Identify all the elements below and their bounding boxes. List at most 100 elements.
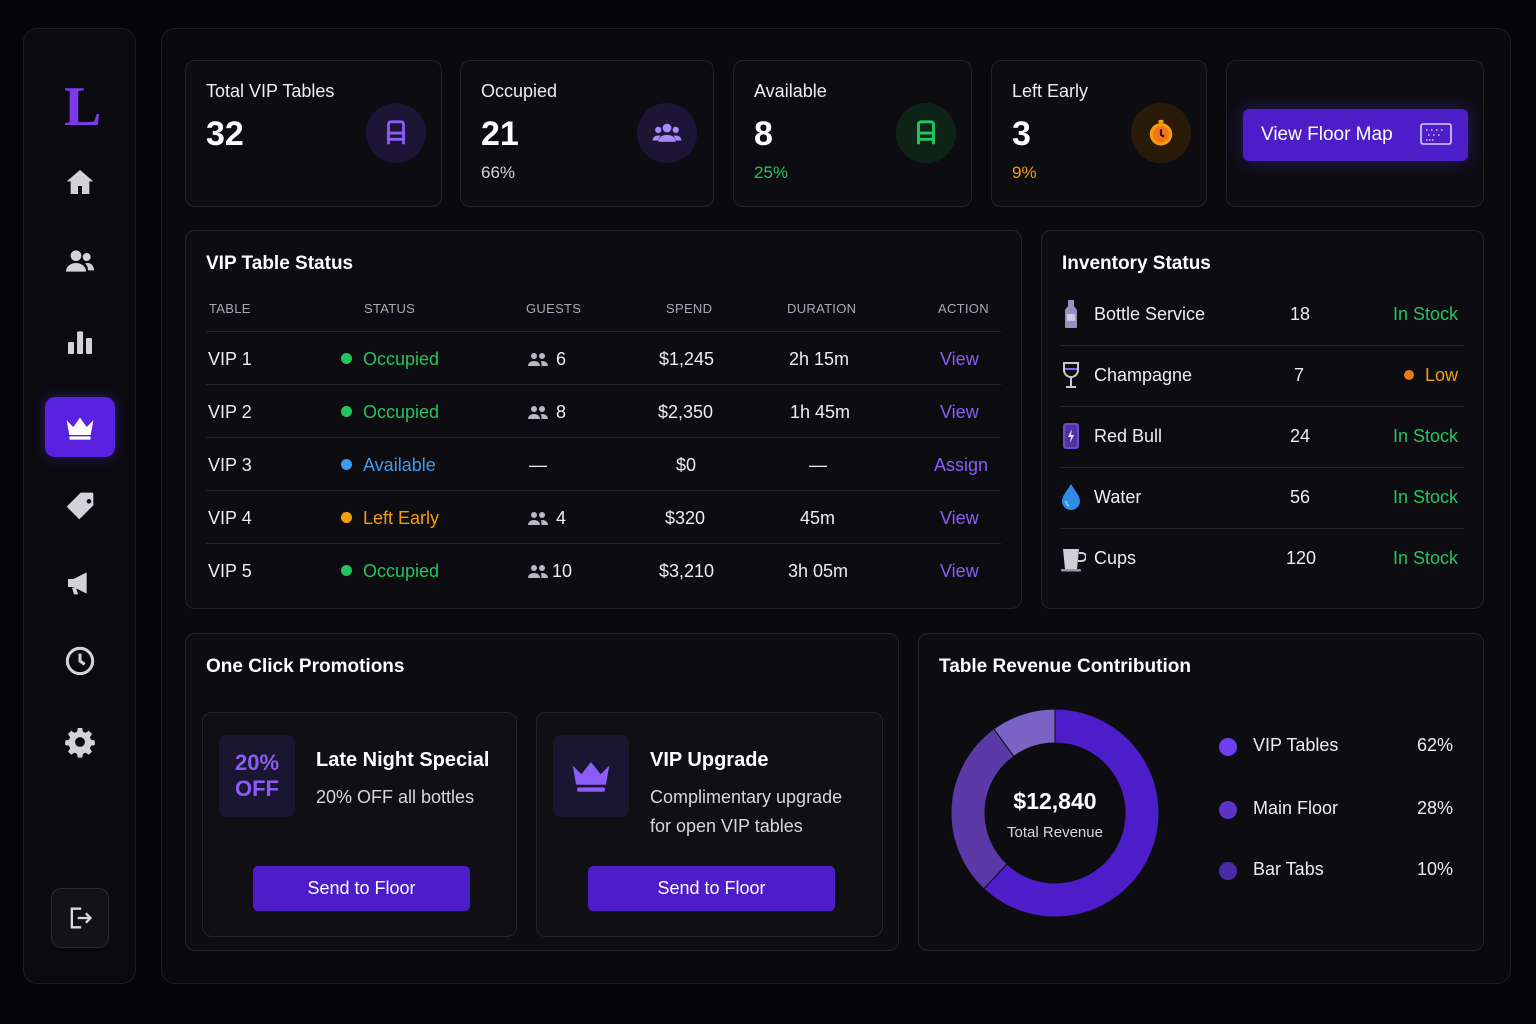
spend-cell: $2,350 xyxy=(658,402,714,422)
item-qty: 18 xyxy=(1290,304,1311,324)
item-qty: 56 xyxy=(1290,487,1311,507)
send-to-floor-button[interactable]: Send to Floor xyxy=(253,866,470,911)
table-row: VIP 2 Occupied 8 $2,350 1h 45m View xyxy=(206,384,1001,437)
stat-title: Left Early xyxy=(1012,81,1089,101)
legend-dot xyxy=(1219,801,1237,819)
sidebar: L xyxy=(23,28,136,984)
status-label: Occupied xyxy=(363,561,440,581)
item-qty: 7 xyxy=(1294,365,1305,385)
item-name: Red Bull xyxy=(1094,426,1163,446)
view-link[interactable]: View xyxy=(940,349,979,369)
stat-percentage: 25% xyxy=(754,163,789,182)
guests-icon xyxy=(528,512,548,525)
stat-card-available: Available 8 25% xyxy=(733,60,972,207)
guests-count: 8 xyxy=(556,402,567,422)
nav-promotions[interactable] xyxy=(45,553,115,613)
nav-settings[interactable] xyxy=(45,712,115,772)
guests-count: 10 xyxy=(552,561,573,581)
stat-card-total: Total VIP Tables 32 xyxy=(185,60,442,207)
table-id: VIP 1 xyxy=(208,349,252,369)
nav-home[interactable] xyxy=(45,152,115,212)
view-floor-map-button[interactable]: View Floor Map xyxy=(1243,109,1468,161)
stat-title: Available xyxy=(754,81,827,101)
stat-percentage: 9% xyxy=(1012,163,1037,182)
megaphone-icon xyxy=(68,572,87,595)
item-qty: 24 xyxy=(1290,426,1311,446)
cup-icon xyxy=(1061,549,1086,572)
legend-dot xyxy=(1219,738,1237,756)
view-link[interactable]: View xyxy=(940,508,979,528)
table-id: VIP 2 xyxy=(208,402,252,422)
vip-table-status-card: VIP Table Status TABLE STATUS GUESTS SPE… xyxy=(185,230,1022,609)
champagne-glass-icon xyxy=(1063,362,1079,388)
revenue-donut-chart xyxy=(950,708,1160,918)
stat-title: Occupied xyxy=(481,81,558,101)
status-label: Left Early xyxy=(363,508,440,528)
promo-icon-box xyxy=(553,735,629,817)
main-panel: Total VIP Tables 32 Occupied 21 66% Avai… xyxy=(161,28,1511,984)
chair-icon xyxy=(896,103,956,163)
legend-item: VIP Tables 62% xyxy=(1219,730,1453,760)
guests-cell: 10 xyxy=(528,561,572,582)
promo-title: VIP Upgrade xyxy=(650,749,769,771)
stock-status: Low xyxy=(1403,365,1458,386)
discount-badge: 20% OFF xyxy=(219,735,295,817)
assign-link[interactable]: Assign xyxy=(934,455,989,475)
stock-status-label: Low xyxy=(1424,365,1458,385)
app-logo[interactable]: L xyxy=(64,76,102,138)
spend-cell: $320 xyxy=(665,508,706,528)
nav-analytics[interactable] xyxy=(45,312,115,372)
floor-map-card: View Floor Map xyxy=(1226,60,1484,207)
inventory-row: Champagne 7 Low xyxy=(1060,346,1464,407)
view-link[interactable]: View xyxy=(940,402,979,422)
send-to-floor-button[interactable]: Send to Floor xyxy=(588,866,835,911)
table-id: VIP 4 xyxy=(208,508,252,528)
nav-users[interactable] xyxy=(45,231,115,291)
item-qty: 120 xyxy=(1286,548,1317,568)
column-header: STATUS xyxy=(364,301,416,316)
floor-map-icon xyxy=(1420,123,1452,145)
section-title: Table Revenue Contribution xyxy=(939,656,1191,677)
crown-icon xyxy=(572,762,610,792)
view-floor-map-label: View Floor Map xyxy=(1261,124,1393,145)
section-title: One Click Promotions xyxy=(206,656,405,677)
home-icon xyxy=(66,170,94,194)
guests-count: 4 xyxy=(556,508,567,528)
status-cell: Left Early xyxy=(341,508,439,529)
gear-icon xyxy=(65,728,95,758)
column-header: GUESTS xyxy=(526,301,582,316)
stat-value: 8 xyxy=(754,115,773,153)
nav-vip[interactable] xyxy=(45,397,115,457)
table-row: VIP 3 Available — $0 — Assign xyxy=(206,437,1001,490)
promo-vip-upgrade: VIP Upgrade Complimentary upgrade for op… xyxy=(536,712,883,937)
promo-description-line2: for open VIP tables xyxy=(650,816,803,836)
crown-icon xyxy=(66,417,94,440)
status-cell: Occupied xyxy=(341,349,439,370)
view-link[interactable]: View xyxy=(940,561,979,581)
duration-cell: — xyxy=(809,455,827,475)
guests-cell: 4 xyxy=(528,508,566,529)
item-name: Bottle Service xyxy=(1094,304,1206,324)
logout-button[interactable] xyxy=(51,888,109,948)
nav-tags[interactable] xyxy=(45,476,115,536)
status-dot xyxy=(341,565,352,576)
clock-icon xyxy=(65,646,95,676)
donut-slice-bar-tabs xyxy=(993,708,1056,758)
item-name: Water xyxy=(1094,487,1142,507)
logout-icon xyxy=(70,907,93,929)
spend-cell: $0 xyxy=(676,455,697,475)
nav-history[interactable] xyxy=(45,631,115,691)
status-cell: Available xyxy=(341,455,436,476)
legend-dot xyxy=(1219,862,1237,880)
inventory-row: Water 56 In Stock xyxy=(1060,468,1464,529)
low-stock-dot xyxy=(1403,370,1414,380)
spend-cell: $1,245 xyxy=(659,349,715,369)
promo-description: 20% OFF all bottles xyxy=(316,787,475,807)
guests-icon xyxy=(528,565,548,578)
duration-cell: 2h 15m xyxy=(789,349,850,369)
inventory-row: Cups 120 In Stock xyxy=(1060,529,1464,590)
legend-label: VIP Tables xyxy=(1253,735,1339,755)
status-cell: Occupied xyxy=(341,561,439,582)
duration-cell: 3h 05m xyxy=(788,561,849,581)
chair-icon xyxy=(366,103,426,163)
